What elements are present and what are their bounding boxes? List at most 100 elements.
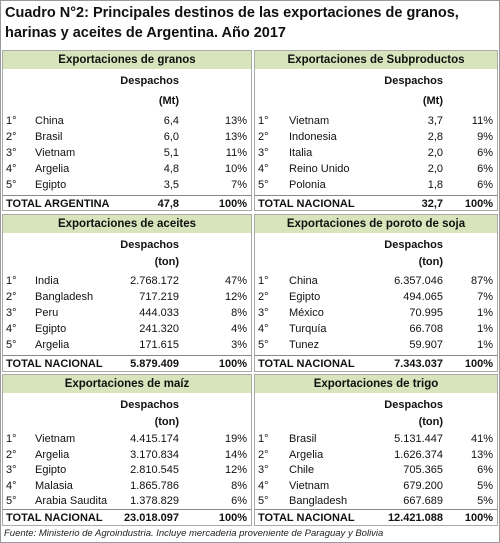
rank: 5°: [258, 495, 269, 507]
rank: 4°: [258, 163, 269, 175]
value: 3,7: [427, 115, 443, 127]
country: Chile: [289, 464, 315, 476]
country: Egipto: [35, 179, 67, 191]
value: 6.357.046: [394, 275, 443, 287]
rank: 1°: [258, 433, 269, 445]
unit: (Mt): [158, 95, 179, 107]
total-label: TOTAL ARGENTINA: [6, 198, 110, 210]
share: 10%: [224, 163, 247, 175]
rank: 4°: [6, 163, 17, 175]
share: 12%: [224, 464, 247, 476]
value: 70.995: [409, 307, 443, 319]
value: 4.415.174: [130, 433, 179, 445]
title: Cuadro N°2: Principales destinos de las …: [5, 5, 459, 41]
panel-title: Exportaciones de poroto de soja: [255, 215, 497, 233]
country: China: [35, 115, 64, 127]
share: 1%: [477, 323, 493, 335]
value: 2.768.172: [130, 275, 179, 287]
rank: 3°: [6, 307, 17, 319]
table-panel: Exportaciones de trigo Despachos (ton) 1° Br…: [254, 374, 498, 526]
share: 13%: [224, 131, 247, 143]
country: Egipto: [35, 323, 67, 335]
value: 66.708: [409, 323, 443, 335]
rank: 1°: [258, 275, 269, 287]
total-share: 100%: [218, 512, 247, 524]
share: 8%: [231, 307, 247, 319]
column-header: Despachos: [120, 239, 179, 251]
country: Peru: [35, 307, 59, 319]
rank: 4°: [258, 323, 269, 335]
share: 5%: [477, 479, 493, 492]
share: 1%: [477, 339, 493, 351]
value: 6,0: [163, 131, 179, 143]
country: Argelia: [35, 339, 70, 351]
rank: 5°: [258, 179, 269, 191]
table-panel: Exportaciones de maíz Despachos (ton) 1° Vie…: [2, 374, 252, 526]
value: 5.131.447: [394, 433, 443, 445]
value: 2,0: [427, 147, 443, 159]
country: Vietnam: [35, 147, 76, 159]
rank: 5°: [6, 339, 17, 351]
panel-title: Exportaciones de granos: [3, 51, 251, 69]
rank: 1°: [258, 115, 269, 127]
country: Argelia: [35, 163, 70, 175]
unit: (ton): [154, 416, 179, 428]
value: 1,8: [427, 179, 443, 191]
country: Italia: [289, 147, 313, 159]
column-header: Despachos: [120, 399, 179, 411]
country: Argelia: [289, 448, 324, 461]
rank: 2°: [258, 448, 269, 461]
unit: (ton): [418, 416, 443, 428]
country: Reino Unido: [289, 163, 350, 175]
share: 13%: [224, 115, 247, 127]
unit: (Mt): [422, 95, 443, 107]
total-value: 32,7: [421, 198, 443, 210]
total-value: 5.879.409: [130, 358, 179, 370]
country: Arabia Saudita: [35, 495, 108, 507]
share: 19%: [224, 433, 247, 445]
rule: [255, 509, 497, 510]
country: Egipto: [35, 464, 67, 476]
column-header: Despachos: [384, 399, 443, 411]
value: 444.033: [139, 307, 179, 319]
value: 1.378.829: [130, 495, 179, 507]
total-share: 100%: [218, 198, 247, 210]
table-panel: Exportaciones de granos Despachos (Mt) 1° Ch…: [2, 50, 252, 211]
value: 3,5: [163, 179, 179, 191]
country: Polonia: [289, 179, 326, 191]
country: Brasil: [289, 433, 317, 445]
value: 1.626.374: [394, 448, 443, 461]
country: China: [289, 275, 318, 287]
country: India: [35, 275, 59, 287]
share: 47%: [224, 275, 247, 287]
rank: 5°: [6, 179, 17, 191]
rank: 1°: [6, 433, 17, 445]
rank: 2°: [6, 291, 17, 303]
rank: 4°: [6, 323, 17, 335]
share: 7%: [231, 179, 247, 191]
country: Vietnam: [289, 115, 330, 127]
value: 705.365: [403, 464, 443, 476]
country: Malasia: [35, 479, 73, 492]
value: 241.320: [139, 323, 179, 335]
share: 11%: [225, 147, 247, 159]
share: 4%: [231, 323, 247, 335]
value: 667.689: [403, 495, 443, 507]
country: Argelia: [35, 448, 70, 461]
share: 6%: [477, 163, 493, 175]
value: 2,0: [427, 163, 443, 175]
rank: 5°: [6, 495, 17, 507]
rule: [3, 195, 251, 196]
share: 6%: [477, 179, 493, 191]
value: 679.200: [403, 479, 443, 492]
rank: 2°: [6, 131, 17, 143]
value: 171.615: [139, 339, 179, 351]
rule: [3, 509, 251, 510]
share: 7%: [477, 291, 493, 303]
share: 14%: [224, 448, 247, 461]
share: 6%: [231, 495, 247, 507]
share: 13%: [470, 448, 493, 461]
value: 4,8: [163, 163, 179, 175]
column-header: Despachos: [120, 75, 179, 87]
share: 6%: [477, 147, 493, 159]
